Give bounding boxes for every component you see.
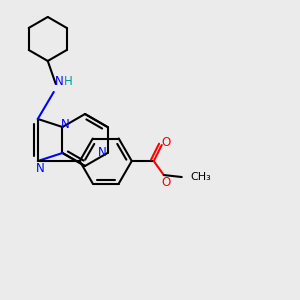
Text: H: H xyxy=(63,76,72,88)
Text: CH₃: CH₃ xyxy=(191,172,212,182)
Text: O: O xyxy=(161,176,170,188)
Text: N: N xyxy=(54,76,63,88)
Text: N: N xyxy=(35,161,44,175)
Text: N: N xyxy=(61,118,70,131)
Text: N: N xyxy=(98,146,107,160)
Text: O: O xyxy=(161,136,170,148)
